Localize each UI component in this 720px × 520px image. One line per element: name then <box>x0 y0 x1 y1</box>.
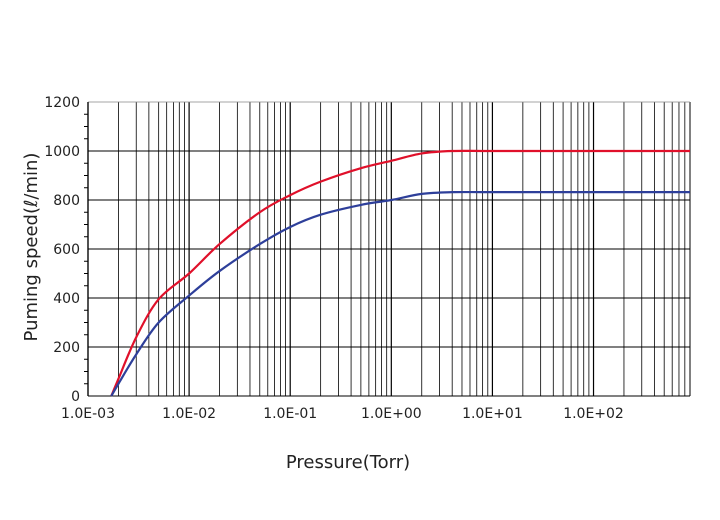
y-tick-label: 0 <box>71 389 80 405</box>
x-tick-label: 1.0E-02 <box>162 406 216 422</box>
tick-labels: 0 200 400 600 800 1000 1200 1.0E-03 1.0E-02 1.0E-… <box>44 95 623 422</box>
series-line-1 <box>110 149 690 397</box>
series-group <box>110 149 690 397</box>
x-tick-label: 1.0E+00 <box>361 406 422 422</box>
x-axis-label: Pressure(Torr) <box>286 452 410 473</box>
y-tick-label: 200 <box>53 340 80 356</box>
grid <box>84 101 691 397</box>
y-tick-label: 400 <box>53 291 80 307</box>
x-tick-label: 1.0E+02 <box>563 406 624 422</box>
y-tick-label: 600 <box>53 242 80 258</box>
x-tick-label: 1.0E-01 <box>263 406 317 422</box>
y-tick-label: 1000 <box>44 144 80 160</box>
y-tick-label: 800 <box>53 193 80 209</box>
x-tick-label: 1.0E-03 <box>61 406 115 422</box>
x-tick-label: 1.0E+01 <box>462 406 523 422</box>
series-line-2 <box>110 190 690 397</box>
y-axis-label: Puming speed(ℓ/min) <box>21 153 42 342</box>
y-tick-label: 1200 <box>44 95 80 111</box>
